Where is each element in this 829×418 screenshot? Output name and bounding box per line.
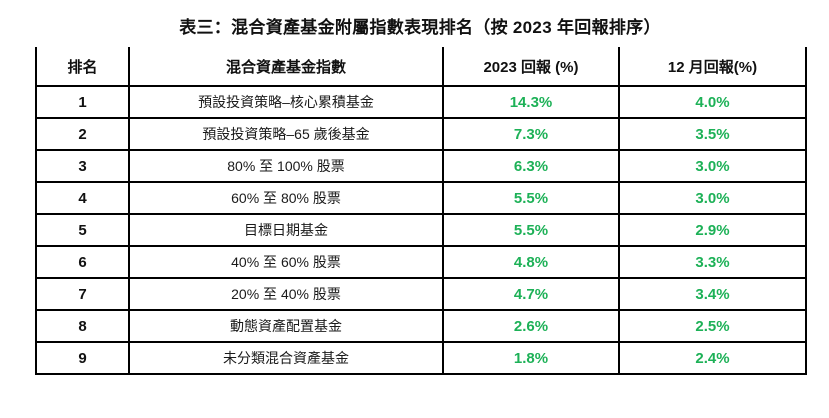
return-2023-cell: 1.8% <box>442 341 620 375</box>
fund-index-cell: 未分類混合資產基金 <box>128 341 444 375</box>
return-december-cell: 3.0% <box>618 181 807 215</box>
table-title: 表三：混合資產基金附屬指數表現排名（按 2023 年回報排序） <box>179 18 661 37</box>
table-row: 5 目標日期基金 5.5% 2.9% <box>35 213 807 247</box>
fund-ranking-table: 排名 混合資產基金指數 2023 回報 (%) 12 月回報(%) 1 預設投資… <box>35 47 807 375</box>
rank-cell: 3 <box>35 149 130 183</box>
rank-cell: 5 <box>35 213 130 247</box>
header-rank: 排名 <box>35 47 130 87</box>
fund-index-cell: 動態資產配置基金 <box>128 309 444 343</box>
table-row: 1 預設投資策略–核心累積基金 14.3% 4.0% <box>35 85 807 119</box>
return-december-cell: 3.5% <box>618 117 807 151</box>
table-row: 8 動態資產配置基金 2.6% 2.5% <box>35 309 807 343</box>
rank-cell: 7 <box>35 277 130 311</box>
return-2023-cell: 6.3% <box>442 149 620 183</box>
rank-cell: 2 <box>35 117 130 151</box>
rank-cell: 9 <box>35 341 130 375</box>
return-2023-cell: 5.5% <box>442 213 620 247</box>
header-fund-index: 混合資產基金指數 <box>128 47 444 87</box>
fund-index-cell: 40% 至 60% 股票 <box>128 245 444 279</box>
return-december-cell: 3.4% <box>618 277 807 311</box>
return-december-cell: 3.3% <box>618 245 807 279</box>
table-row: 6 40% 至 60% 股票 4.8% 3.3% <box>35 245 807 279</box>
fund-index-cell: 預設投資策略–核心累積基金 <box>128 85 444 119</box>
return-2023-cell: 7.3% <box>442 117 620 151</box>
table-row: 9 未分類混合資產基金 1.8% 2.4% <box>35 341 807 375</box>
return-2023-cell: 4.7% <box>442 277 620 311</box>
table-row: 2 預設投資策略–65 歲後基金 7.3% 3.5% <box>35 117 807 151</box>
fund-index-cell: 60% 至 80% 股票 <box>128 181 444 215</box>
return-december-cell: 2.9% <box>618 213 807 247</box>
rank-cell: 1 <box>35 85 130 119</box>
return-2023-cell: 2.6% <box>442 309 620 343</box>
header-return-december: 12 月回報(%) <box>618 47 807 87</box>
table-row: 3 80% 至 100% 股票 6.3% 3.0% <box>35 149 807 183</box>
return-december-cell: 2.4% <box>618 341 807 375</box>
return-december-cell: 3.0% <box>618 149 807 183</box>
fund-index-cell: 目標日期基金 <box>128 213 444 247</box>
rank-cell: 6 <box>35 245 130 279</box>
rank-cell: 8 <box>35 309 130 343</box>
return-2023-cell: 14.3% <box>442 85 620 119</box>
return-2023-cell: 5.5% <box>442 181 620 215</box>
return-december-cell: 4.0% <box>618 85 807 119</box>
table-row: 7 20% 至 40% 股票 4.7% 3.4% <box>35 277 807 311</box>
return-december-cell: 2.5% <box>618 309 807 343</box>
header-return-2023: 2023 回報 (%) <box>442 47 620 87</box>
fund-index-cell: 80% 至 100% 股票 <box>128 149 444 183</box>
return-2023-cell: 4.8% <box>442 245 620 279</box>
table-row: 4 60% 至 80% 股票 5.5% 3.0% <box>35 181 807 215</box>
fund-index-cell: 20% 至 40% 股票 <box>128 277 444 311</box>
table-header-row: 排名 混合資產基金指數 2023 回報 (%) 12 月回報(%) <box>35 47 807 87</box>
fund-index-cell: 預設投資策略–65 歲後基金 <box>128 117 444 151</box>
rank-cell: 4 <box>35 181 130 215</box>
